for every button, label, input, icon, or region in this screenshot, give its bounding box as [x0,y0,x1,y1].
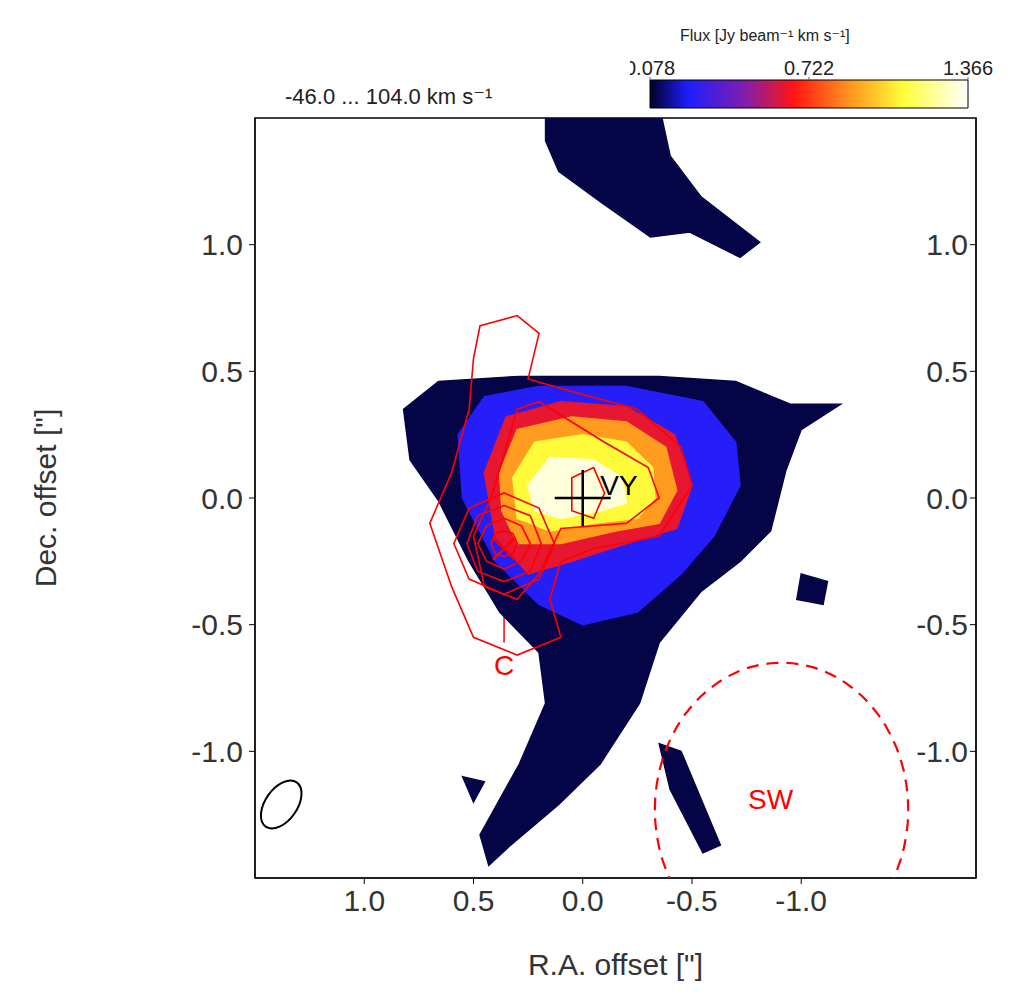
svg-text:Dec. offset ["]: Dec. offset ["] [29,409,62,588]
svg-text:0.0: 0.0 [562,884,604,917]
html-text:Flux [Jy beam⁻¹ km s⁻¹]: Flux [Jy beam⁻¹ km s⁻¹] [680,27,850,44]
svg-text:0.0: 0.0 [926,482,968,515]
svg-text:0.078: 0.078 [630,57,675,79]
html-text:-46.0 ... 104.0 km s⁻¹: -46.0 ... 104.0 km s⁻¹ [285,84,493,109]
svg-text:R.A. offset ["]: R.A. offset ["] [528,948,703,981]
svg-text:-1.0: -1.0 [916,735,968,768]
svg-text:-0.5: -0.5 [916,608,968,641]
svg-text:1.0: 1.0 [343,884,385,917]
svg-text:1.366: 1.366 [943,57,993,79]
svg-text:-0.5: -0.5 [666,884,718,917]
svg-text:-1.0: -1.0 [191,735,243,768]
svg-text:C: C [494,650,514,681]
svg-text:1.0: 1.0 [201,228,243,261]
svg-text:0.5: 0.5 [926,355,968,388]
svg-text:-1.0: -1.0 [775,884,827,917]
svg-text:VY: VY [600,470,638,501]
svg-text:0.722: 0.722 [784,57,834,79]
svg-text:0.5: 0.5 [201,355,243,388]
svg-text:-0.5: -0.5 [191,608,243,641]
svg-text:0.0: 0.0 [201,482,243,515]
svg-text:SW: SW [748,784,794,815]
svg-text:0.5: 0.5 [453,884,495,917]
svg-text:1.0: 1.0 [926,228,968,261]
